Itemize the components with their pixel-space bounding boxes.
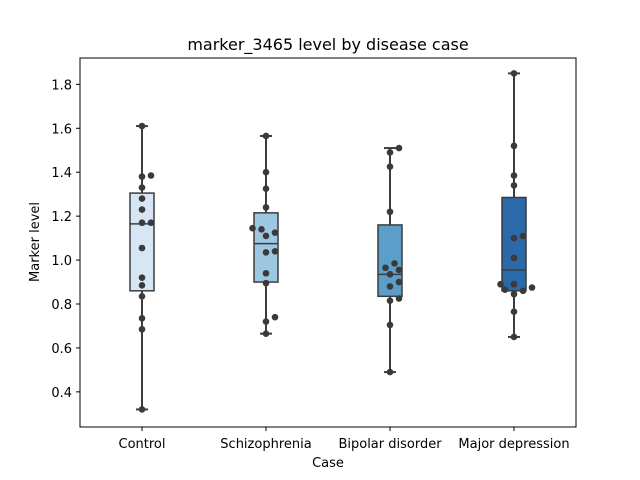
data-point (138, 195, 146, 202)
plot-frame (79, 57, 577, 428)
data-point (271, 229, 279, 236)
y-axis-title: Marker level (28, 202, 43, 282)
data-point (147, 172, 155, 179)
data-point (138, 293, 146, 300)
data-point (501, 286, 509, 294)
data-point (395, 278, 403, 286)
data-point (262, 269, 270, 277)
y-tick-label: 1.0 (51, 254, 72, 269)
data-point (395, 295, 403, 302)
data-point (138, 274, 146, 281)
data-point (510, 333, 518, 341)
data-point (262, 318, 270, 325)
data-point (510, 70, 518, 77)
data-point (249, 224, 256, 232)
data-point (510, 172, 518, 179)
data-point (510, 142, 518, 150)
y-tick-label: 0.4 (51, 386, 72, 401)
x-tick-label: Major depression (458, 437, 569, 452)
data-point (258, 226, 265, 233)
data-point (510, 290, 518, 298)
data-point (138, 282, 146, 289)
data-point (519, 287, 527, 295)
y-tick-label: 0.8 (51, 298, 72, 313)
data-point (510, 182, 518, 189)
data-point (262, 330, 270, 337)
data-point (510, 280, 518, 288)
data-point (138, 173, 146, 180)
y-tick-label: 0.6 (51, 342, 72, 357)
data-point (138, 184, 146, 191)
data-point (138, 206, 146, 213)
data-point (262, 132, 270, 140)
data-point (528, 284, 536, 291)
plot-area: 0.4 0.6 0.8 1.0 1.2 1.4 1.6 1.8 Control Schizophr… (51, 70, 570, 452)
data-point (510, 234, 518, 242)
data-point (271, 313, 279, 321)
data-point (395, 266, 403, 274)
x-tick-label: Control (119, 437, 166, 452)
data-point (395, 144, 403, 152)
data-point (386, 163, 394, 171)
y-tick-label: 1.8 (51, 78, 72, 93)
data-point (382, 264, 389, 272)
data-point (138, 244, 146, 252)
data-point (138, 122, 146, 130)
data-point (386, 208, 394, 216)
data-point (510, 254, 518, 262)
x-tick-label: Schizophrenia (220, 437, 311, 452)
data-point (519, 232, 527, 240)
data-point (386, 321, 394, 329)
data-point (386, 271, 394, 278)
x-tick-label: Bipolar disorder (338, 437, 442, 452)
data-point (262, 249, 270, 256)
data-point (262, 204, 270, 211)
data-point (386, 297, 394, 305)
data-point (386, 368, 394, 376)
data-point (138, 314, 146, 322)
data-point (386, 149, 394, 156)
data-point (391, 260, 398, 267)
iqr-box (501, 196, 527, 292)
x-axis-title: Case (312, 456, 344, 471)
data-point (262, 232, 270, 240)
data-point (510, 308, 518, 315)
data-point (147, 219, 155, 227)
data-point (271, 247, 279, 255)
data-point (262, 279, 270, 287)
y-tick-label: 1.2 (51, 210, 72, 225)
data-point (138, 406, 146, 413)
data-point (386, 283, 394, 290)
data-point (497, 280, 504, 288)
data-point (138, 325, 146, 333)
y-tick-label: 1.6 (51, 122, 72, 137)
data-point (262, 168, 270, 176)
data-point (138, 219, 146, 227)
chart-title: marker_3465 level by disease case (187, 35, 468, 55)
y-tick-label: 1.4 (51, 166, 72, 181)
data-point (262, 185, 270, 192)
